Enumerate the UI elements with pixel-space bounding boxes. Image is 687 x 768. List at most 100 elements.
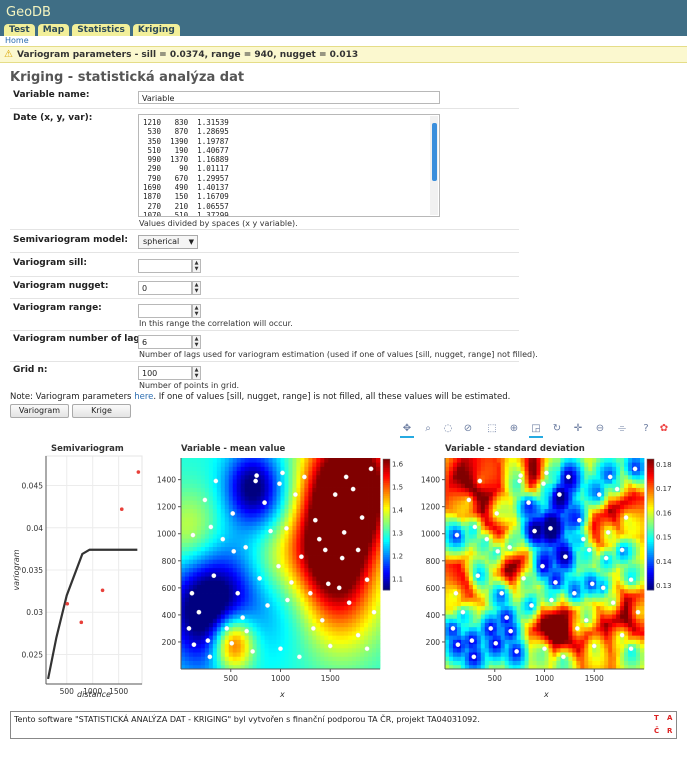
- heat-cell: [280, 605, 285, 611]
- sd-title: Variable - standard deviation: [445, 444, 585, 454]
- lags-input[interactable]: 6: [138, 335, 192, 349]
- heat-cell: [300, 609, 305, 615]
- heat-cell: [276, 533, 281, 539]
- zoom-in-icon[interactable]: ⊕: [509, 423, 519, 434]
- heat-cell: [184, 525, 190, 531]
- heat-cell: [236, 609, 242, 615]
- heat-cell: [220, 567, 226, 573]
- box-select-active-icon[interactable]: ◲: [528, 422, 544, 438]
- heat-cell: [264, 635, 269, 640]
- variable-name-input[interactable]: Variable: [138, 91, 440, 104]
- textarea-scroll-thumb[interactable]: [432, 123, 437, 181]
- grid-stepper[interactable]: ▲ ▼: [192, 366, 201, 380]
- heat-cell: [224, 512, 230, 518]
- model-select[interactable]: spherical ▼: [138, 235, 198, 249]
- heat-cell: [500, 584, 506, 590]
- heat-cell: [220, 491, 226, 497]
- heat-cell: [181, 487, 186, 493]
- heat-cell: [204, 563, 210, 569]
- lags-stepper[interactable]: ▲ ▼: [192, 335, 201, 349]
- heat-cell: [612, 588, 617, 594]
- heat-cell: [328, 580, 333, 585]
- heat-cell: [256, 597, 261, 602]
- range-input[interactable]: [138, 304, 192, 318]
- box-select-icon[interactable]: ⬚: [487, 423, 497, 434]
- range-stepper[interactable]: ▲ ▼: [192, 304, 201, 318]
- heat-cell: [212, 521, 218, 526]
- heat-cell: [376, 664, 381, 670]
- bokeh-logo-icon[interactable]: ✿: [659, 423, 669, 434]
- heat-cell: [584, 622, 589, 628]
- heat-cell: [340, 525, 345, 531]
- heat-cell: [296, 631, 301, 636]
- heat-cell: [480, 508, 486, 514]
- heat-cell: [572, 529, 577, 535]
- heat-cell: [332, 466, 337, 472]
- reset-icon[interactable]: ↻: [552, 423, 562, 434]
- heat-cell: [280, 479, 285, 484]
- heat-cell: [484, 500, 490, 505]
- heat-cell: [445, 512, 450, 518]
- heat-cell: [212, 563, 218, 569]
- tab-kriging[interactable]: Kriging: [132, 24, 180, 36]
- sill-input[interactable]: [138, 259, 192, 273]
- heat-cell: [372, 601, 377, 607]
- tab-map[interactable]: Map: [37, 24, 70, 36]
- heat-cell: [336, 500, 341, 505]
- wheel-zoom-icon[interactable]: ⊘: [463, 423, 473, 434]
- pan-icon[interactable]: ✥: [399, 422, 415, 438]
- heat-cell: [272, 542, 277, 548]
- sill-stepper[interactable]: ▲ ▼: [192, 259, 201, 273]
- grid-input[interactable]: 100: [138, 366, 192, 380]
- heat-cell: [556, 614, 561, 619]
- heat-cell: [200, 512, 206, 518]
- breadcrumb-home[interactable]: Home: [5, 36, 29, 45]
- zoom-out-icon[interactable]: ⊖: [595, 423, 605, 434]
- heat-cell: [516, 660, 522, 666]
- krige-button[interactable]: Krige: [72, 404, 131, 418]
- nugget-stepper[interactable]: ▲ ▼: [192, 281, 201, 295]
- heat-cell: [564, 656, 569, 661]
- heat-cell: [280, 618, 285, 623]
- tab-test[interactable]: Test: [4, 24, 35, 36]
- heat-cell: [612, 538, 617, 543]
- heat-cell: [316, 601, 321, 607]
- heat-cell: [240, 597, 246, 602]
- heat-cell: [360, 597, 365, 602]
- heat-cell: [368, 559, 373, 564]
- heat-cell: [244, 563, 250, 569]
- heat-cell: [348, 521, 353, 526]
- heat-cell: [576, 660, 581, 666]
- heat-cell: [476, 580, 482, 585]
- heat-cell: [536, 614, 541, 619]
- heat-cell: [296, 495, 301, 501]
- heat-cell: [188, 500, 194, 505]
- app-title[interactable]: GeoDB: [6, 5, 51, 20]
- heat-cell: [516, 635, 522, 640]
- nugget-input[interactable]: 0: [138, 281, 192, 295]
- heat-cell: [348, 656, 353, 661]
- lasso-select-icon[interactable]: ◌: [443, 423, 453, 434]
- model-label: Semivariogram model:: [13, 235, 128, 245]
- crosshair-icon[interactable]: ✛: [573, 423, 583, 434]
- tab-statistics[interactable]: Statistics: [72, 24, 130, 36]
- heat-cell: [368, 533, 373, 539]
- heat-cell: [220, 470, 226, 476]
- heat-cell: [181, 462, 186, 467]
- hover-icon[interactable]: ⌯: [618, 423, 626, 434]
- note-link[interactable]: here: [134, 392, 154, 402]
- variogram-button[interactable]: Variogram: [10, 404, 69, 418]
- heat-cell: [308, 647, 313, 653]
- box-zoom-icon[interactable]: ⌕: [425, 423, 431, 434]
- heat-cell: [288, 508, 293, 514]
- heat-cell: [232, 643, 238, 649]
- heat-cell: [580, 656, 585, 661]
- help-icon[interactable]: ?: [643, 423, 649, 434]
- heat-cell: [316, 643, 321, 649]
- data-textarea[interactable]: 1210 830 1.31539 530 870 1.28695 350 139…: [138, 114, 440, 217]
- heat-cell: [556, 576, 561, 581]
- heat-cell: [452, 597, 458, 602]
- heat-cell: [492, 487, 498, 493]
- heat-cell: [568, 652, 573, 657]
- heat-cell: [516, 601, 522, 607]
